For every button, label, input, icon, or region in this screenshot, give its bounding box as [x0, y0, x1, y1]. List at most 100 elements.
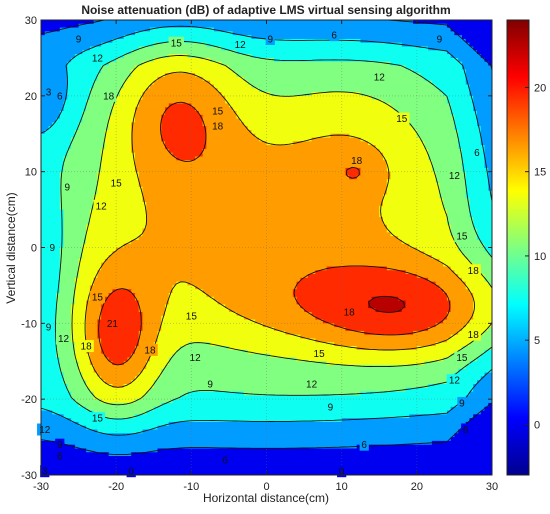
- contour-label-bg: [325, 400, 335, 413]
- contour-label-bg: [43, 86, 54, 99]
- contour-label-bg: [349, 154, 365, 167]
- contour-label: 9: [328, 402, 334, 413]
- contour-label: 12: [449, 376, 461, 387]
- contour-label: 15: [314, 349, 326, 360]
- contour-label-bg: [100, 89, 117, 102]
- contour-label: 6: [463, 425, 469, 436]
- y-tick-label: 20: [25, 91, 37, 103]
- contour-label-bg: [446, 169, 463, 182]
- x-tick-label: 20: [411, 481, 423, 493]
- contour-label: 12: [39, 425, 51, 436]
- contour-label-bg: [311, 347, 327, 360]
- contour-label-bg: [55, 450, 65, 463]
- contour-label-bg: [446, 374, 463, 387]
- contour-label-bg: [209, 120, 226, 133]
- contour-label-bg: [55, 438, 65, 451]
- contour-label-bg: [265, 32, 275, 45]
- contour-label: 18: [81, 342, 93, 353]
- contour-label-bg: [104, 317, 121, 330]
- colorbar-tick-label: 10: [534, 251, 546, 263]
- contour-label-bg: [205, 378, 215, 390]
- contour-label: 12: [92, 53, 104, 64]
- contour-label: 9: [76, 34, 82, 45]
- x-tick-label: 0: [263, 481, 269, 493]
- contour-label: 12: [58, 334, 70, 345]
- contour-label: 12: [374, 72, 386, 83]
- contour-label: 9: [207, 380, 213, 391]
- contour-label: 6: [57, 452, 63, 463]
- contour-label: 15: [456, 232, 468, 243]
- chart-title: Noise attenuation (dB) of adaptive LMS v…: [81, 3, 450, 17]
- contour-label: 9: [46, 323, 52, 334]
- contour-label: 18: [144, 345, 156, 356]
- contour-label: 6: [361, 440, 367, 451]
- contour-label: 18: [468, 266, 480, 277]
- contour-label-bg: [359, 438, 369, 451]
- contour-label: 18: [468, 330, 480, 341]
- x-axis-ticks: -30 -20 -10 0 10 20 30: [33, 20, 498, 493]
- x-axis-label: Horizontal distance(cm): [203, 491, 329, 505]
- contour-label-bg: [108, 177, 124, 190]
- contour-label: 9: [459, 398, 465, 409]
- contour-label-bg: [454, 230, 470, 243]
- contour-label: 12: [96, 201, 108, 212]
- contour-label-bg: [40, 465, 50, 478]
- contour-label: 9: [57, 440, 63, 451]
- contour-label: 15: [92, 414, 104, 425]
- contour-label: 15: [396, 114, 408, 125]
- contour-line-3: [41, 20, 492, 456]
- contour-label-bg: [168, 36, 184, 49]
- colorbar-tick-label: 15: [534, 167, 546, 179]
- contour-label: 18: [212, 122, 224, 133]
- contour-label: 9: [65, 182, 71, 193]
- contour-label: 15: [186, 311, 198, 322]
- contour-label: 0: [128, 467, 134, 478]
- colorbar-tick-label: 5: [534, 335, 540, 347]
- x-tick-label: -20: [108, 481, 124, 493]
- contour-label: 15: [92, 292, 104, 303]
- contour-label-bg: [78, 340, 94, 353]
- contour-label-bg: [55, 89, 65, 102]
- contour-label: 15: [212, 107, 224, 118]
- contour-label: 3: [42, 467, 48, 478]
- contour-label: 12: [190, 353, 202, 364]
- contour-lines: [41, 20, 492, 456]
- contour-label: 3: [46, 88, 52, 99]
- contour-label-bg: [465, 328, 481, 341]
- x-tick-label: 10: [336, 481, 348, 493]
- contour-label-bg: [93, 199, 109, 212]
- contour-label: 6: [474, 148, 480, 159]
- contour-label: 18: [103, 91, 115, 102]
- x-tick-label: 30: [486, 481, 498, 493]
- contour-line-21: [368, 295, 406, 313]
- contour-label: 6: [331, 31, 337, 42]
- contour-label-bg: [371, 70, 387, 83]
- contour-label: 15: [456, 353, 468, 364]
- contour-label-bg: [187, 351, 203, 364]
- contour-label: 18: [351, 156, 363, 167]
- colorbar-tick-label: 20: [534, 82, 546, 94]
- x-tick-label: -10: [183, 481, 199, 493]
- y-tick-label: -30: [21, 470, 37, 482]
- contour-line-18: [98, 101, 451, 366]
- contour-label-bg: [461, 423, 471, 436]
- contour-label-bg: [89, 51, 106, 64]
- contour-label-bg: [465, 264, 481, 277]
- x-tick-label: -30: [33, 481, 49, 493]
- contour-label-bg: [126, 465, 136, 478]
- contour-label-bg: [62, 180, 72, 193]
- contour-label-bg: [303, 378, 320, 390]
- contour-label: 9: [267, 34, 273, 45]
- contour-label-bg: [220, 453, 230, 466]
- colorbar: [506, 19, 530, 476]
- colorbar-ticks: 0 5 10 15 20: [525, 82, 546, 431]
- contour-label: 12: [306, 380, 318, 391]
- contour-label-bg: [89, 290, 106, 303]
- contour-label-bg: [434, 32, 444, 45]
- colorbar-tick-label: 0: [534, 419, 540, 431]
- contour-label: 6: [222, 455, 228, 466]
- contour-line-6: [41, 25, 492, 436]
- contour-label-bg: [89, 412, 106, 425]
- contour-label: 18: [344, 307, 356, 318]
